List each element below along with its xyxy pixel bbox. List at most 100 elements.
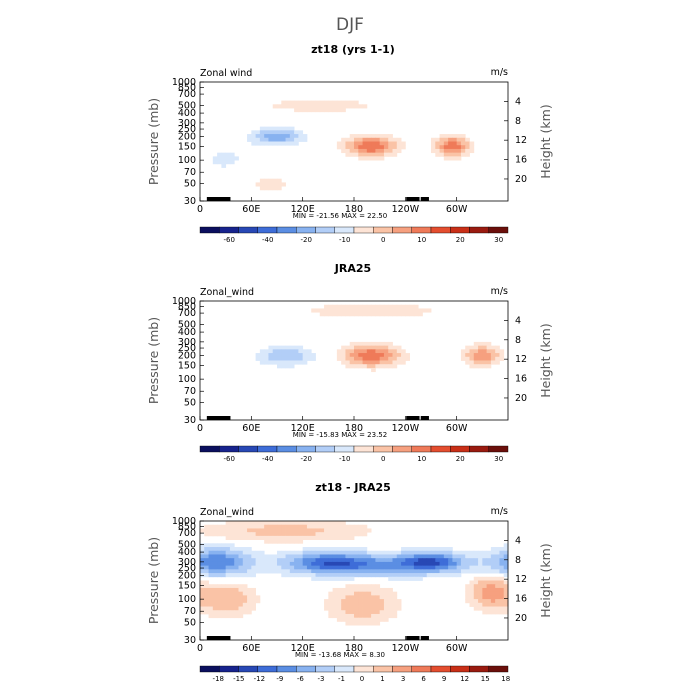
field-cell bbox=[354, 610, 359, 615]
field-cell bbox=[388, 148, 393, 154]
field-cell bbox=[302, 550, 308, 555]
field-cell bbox=[469, 550, 475, 555]
field-cell bbox=[366, 349, 372, 354]
field-cell bbox=[208, 550, 214, 555]
field-cell bbox=[345, 621, 351, 626]
field-cell bbox=[208, 573, 214, 578]
field-cell bbox=[392, 312, 398, 317]
field-cell bbox=[298, 130, 304, 135]
field-cell bbox=[482, 554, 488, 559]
field-cell bbox=[490, 580, 496, 585]
field-cell bbox=[277, 178, 282, 183]
field-cell bbox=[486, 606, 492, 611]
field-cell bbox=[268, 535, 274, 540]
field-cell bbox=[482, 602, 488, 607]
field-cell bbox=[259, 141, 265, 146]
field-cell bbox=[388, 550, 393, 555]
field-cell bbox=[473, 602, 479, 607]
field-cell bbox=[435, 152, 440, 157]
field-cell bbox=[302, 524, 308, 529]
field-cell bbox=[452, 156, 458, 161]
field-cell bbox=[366, 565, 372, 570]
field-cell bbox=[478, 587, 483, 593]
field-cell bbox=[277, 532, 282, 537]
field-cell bbox=[281, 539, 286, 544]
field-cell bbox=[435, 550, 440, 555]
field-cell bbox=[302, 356, 308, 361]
field-cell bbox=[208, 569, 214, 574]
field-cell bbox=[456, 137, 462, 142]
x-tick-label: 60E bbox=[242, 423, 260, 434]
field-cell bbox=[379, 599, 385, 604]
colorbar-bin bbox=[199, 665, 220, 673]
field-cell bbox=[379, 141, 385, 146]
field-cell bbox=[358, 349, 363, 354]
field-cell bbox=[345, 561, 351, 567]
field-cell bbox=[332, 104, 338, 109]
field-cell bbox=[490, 595, 496, 600]
field-cell bbox=[354, 364, 359, 369]
field-cell bbox=[208, 558, 214, 563]
field-cell bbox=[354, 599, 359, 604]
field-cell bbox=[281, 524, 286, 529]
field-cell bbox=[396, 550, 402, 555]
field-cell bbox=[490, 584, 496, 589]
field-cell bbox=[358, 558, 363, 563]
field-cell bbox=[306, 349, 312, 354]
field-cell bbox=[324, 561, 329, 567]
field-cell bbox=[431, 145, 436, 150]
field-cell bbox=[388, 152, 393, 157]
field-cell bbox=[375, 602, 381, 607]
field-cell bbox=[396, 141, 402, 146]
field-cell bbox=[234, 584, 239, 589]
field-cell bbox=[268, 532, 274, 537]
field-cell bbox=[341, 576, 346, 581]
y2-axis-title: Height (km) bbox=[538, 104, 553, 178]
field-cell bbox=[439, 550, 445, 555]
field-cell bbox=[328, 573, 334, 578]
field-cell bbox=[221, 613, 227, 619]
field-cell bbox=[349, 547, 355, 552]
field-cell bbox=[362, 356, 368, 361]
field-cell bbox=[456, 550, 462, 555]
field-cell bbox=[272, 569, 278, 574]
field-cell bbox=[452, 565, 458, 570]
field-cell bbox=[345, 573, 351, 578]
field-cell bbox=[435, 565, 440, 570]
field-cell bbox=[354, 353, 359, 358]
field-cell bbox=[482, 565, 488, 570]
field-cell bbox=[465, 591, 470, 596]
field-cell bbox=[443, 547, 449, 552]
field-cell bbox=[336, 610, 342, 615]
field-cell bbox=[345, 565, 351, 570]
field-cell bbox=[503, 573, 509, 578]
field-cell bbox=[277, 565, 282, 570]
field-cell bbox=[499, 576, 505, 581]
colorbar-bin bbox=[373, 665, 393, 673]
field-cell bbox=[294, 345, 299, 350]
field-cell bbox=[362, 345, 368, 350]
field-cell bbox=[200, 580, 205, 585]
field-cell bbox=[460, 356, 466, 361]
field-cell bbox=[465, 356, 470, 361]
field-cell bbox=[242, 524, 248, 529]
field-cell bbox=[383, 595, 389, 600]
field-cell bbox=[349, 576, 355, 581]
field-cell bbox=[247, 137, 252, 142]
colorbar-label: -18 bbox=[213, 675, 224, 683]
field-cell bbox=[405, 312, 411, 317]
field-cell bbox=[439, 152, 445, 157]
field-cell bbox=[396, 569, 402, 574]
field-cell bbox=[324, 524, 329, 529]
field-cell bbox=[345, 532, 351, 537]
field-cell bbox=[259, 554, 265, 559]
field-cell bbox=[495, 606, 500, 611]
field-cell bbox=[306, 558, 312, 563]
y-tick-label: 1000 bbox=[172, 296, 196, 307]
field-cell bbox=[242, 569, 248, 574]
field-cell bbox=[456, 156, 462, 161]
y-axis-title: Pressure (mb) bbox=[146, 317, 161, 404]
field-cell bbox=[379, 587, 385, 593]
colorbar-bin bbox=[199, 226, 220, 234]
field-cell bbox=[281, 360, 286, 365]
